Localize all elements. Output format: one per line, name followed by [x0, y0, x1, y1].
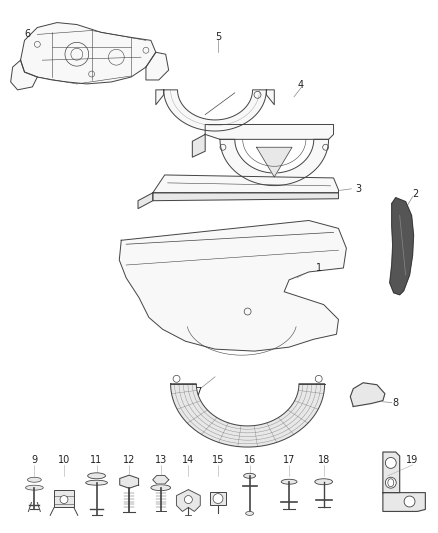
Circle shape — [385, 477, 396, 488]
Circle shape — [404, 496, 415, 507]
Text: 8: 8 — [393, 398, 399, 408]
Circle shape — [184, 496, 192, 504]
Text: 13: 13 — [155, 455, 167, 465]
Polygon shape — [153, 175, 339, 193]
Ellipse shape — [28, 477, 41, 482]
FancyBboxPatch shape — [54, 490, 74, 507]
Polygon shape — [119, 221, 346, 351]
Polygon shape — [350, 383, 385, 407]
Polygon shape — [153, 193, 339, 201]
Text: 5: 5 — [215, 33, 221, 43]
Polygon shape — [192, 134, 205, 157]
Polygon shape — [383, 492, 425, 512]
Ellipse shape — [151, 484, 171, 491]
Text: 1: 1 — [316, 263, 322, 273]
Polygon shape — [138, 193, 153, 208]
Polygon shape — [220, 139, 328, 185]
Text: 12: 12 — [123, 455, 135, 465]
Text: 10: 10 — [58, 455, 70, 465]
Ellipse shape — [244, 473, 255, 478]
Polygon shape — [205, 125, 333, 139]
Text: 7: 7 — [195, 386, 201, 397]
Text: 17: 17 — [283, 455, 295, 465]
Ellipse shape — [25, 485, 43, 490]
Polygon shape — [21, 22, 156, 84]
Ellipse shape — [315, 479, 332, 484]
Polygon shape — [257, 147, 292, 177]
Text: 3: 3 — [355, 184, 361, 194]
Polygon shape — [171, 384, 325, 447]
Text: 6: 6 — [25, 29, 31, 39]
Polygon shape — [146, 52, 169, 80]
Text: 19: 19 — [406, 455, 419, 465]
Text: 16: 16 — [244, 455, 256, 465]
Ellipse shape — [388, 479, 394, 487]
Circle shape — [385, 457, 396, 469]
Circle shape — [60, 496, 68, 504]
Text: 15: 15 — [212, 455, 224, 465]
Ellipse shape — [86, 480, 107, 485]
Polygon shape — [156, 90, 164, 104]
Ellipse shape — [281, 479, 297, 484]
Polygon shape — [266, 90, 274, 104]
Polygon shape — [120, 475, 138, 488]
Polygon shape — [188, 490, 200, 512]
Text: 2: 2 — [412, 189, 419, 199]
Text: 18: 18 — [318, 455, 330, 465]
Circle shape — [213, 494, 223, 504]
Text: 4: 4 — [298, 80, 304, 90]
FancyBboxPatch shape — [210, 491, 226, 505]
Polygon shape — [164, 90, 266, 131]
Text: 14: 14 — [182, 455, 194, 465]
Polygon shape — [11, 60, 37, 90]
Polygon shape — [383, 452, 400, 492]
Text: 11: 11 — [91, 455, 102, 465]
Polygon shape — [153, 475, 169, 484]
Polygon shape — [177, 490, 188, 512]
Polygon shape — [390, 198, 413, 295]
Ellipse shape — [88, 473, 106, 479]
Text: 9: 9 — [31, 455, 37, 465]
Ellipse shape — [246, 512, 254, 515]
